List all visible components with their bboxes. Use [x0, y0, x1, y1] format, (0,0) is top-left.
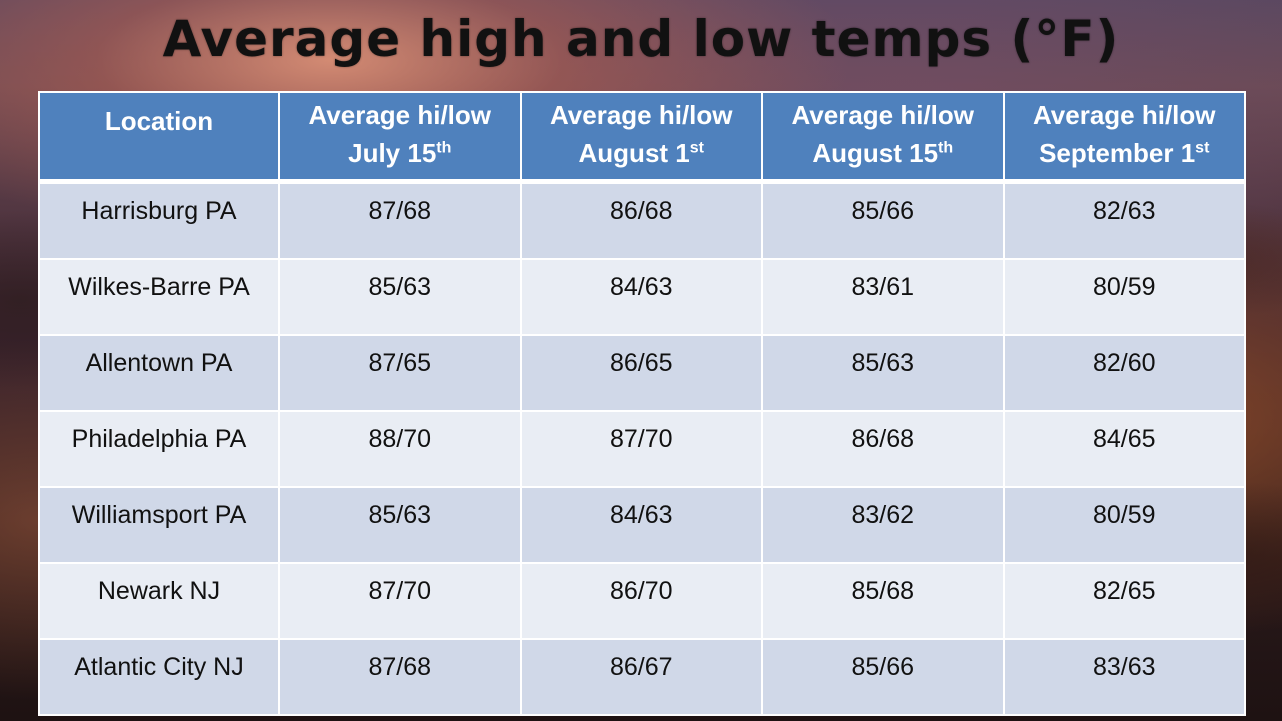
temperature-table-container: Location Average hi/low July 15th Averag…	[38, 91, 1246, 716]
temp-cell-jul15: 87/68	[278, 638, 522, 716]
location-cell: Philadelphia PA	[38, 410, 280, 488]
temp-cell-jul15: 85/63	[278, 258, 522, 336]
temp-cell-aug1: 86/70	[519, 562, 763, 640]
header-july15-suffix: th	[436, 139, 452, 157]
header-location-label: Location	[104, 106, 214, 136]
location-cell: Williamsport PA	[38, 486, 280, 564]
location-cell: Harrisburg PA	[38, 180, 280, 260]
temp-cell-aug1: 84/63	[519, 258, 763, 336]
table-row: Harrisburg PA 87/68 86/68 85/66 82/63	[38, 180, 1246, 260]
temp-cell-sep1: 80/59	[1002, 258, 1246, 336]
temp-cell-sep1: 84/65	[1002, 410, 1246, 488]
temp-cell-jul15: 87/70	[278, 562, 522, 640]
header-july15-line2: July 15	[348, 138, 437, 168]
temp-cell-sep1: 82/63	[1002, 180, 1246, 260]
header-aug15-line2: August 15	[812, 138, 939, 168]
location-cell: Wilkes-Barre PA	[38, 258, 280, 336]
table-header-row: Location Average hi/low July 15th Averag…	[38, 91, 1246, 183]
temp-cell-aug15: 85/63	[761, 334, 1005, 412]
location-cell: Atlantic City NJ	[38, 638, 280, 716]
header-july15-line1: Average hi/low	[308, 100, 492, 130]
temp-cell-jul15: 87/68	[278, 180, 522, 260]
temp-cell-sep1: 82/60	[1002, 334, 1246, 412]
header-july15: Average hi/low July 15th	[278, 91, 522, 183]
temp-cell-sep1: 80/59	[1002, 486, 1246, 564]
header-aug15-line1: Average hi/low	[791, 100, 975, 130]
temp-cell-aug1: 86/68	[519, 180, 763, 260]
header-aug15: Average hi/low August 15th	[761, 91, 1005, 183]
temp-cell-jul15: 87/65	[278, 334, 522, 412]
table-row: Wilkes-Barre PA 85/63 84/63 83/61 80/59	[38, 258, 1246, 336]
header-aug1-suffix: st	[689, 139, 704, 157]
temperature-table: Location Average hi/low July 15th Averag…	[38, 91, 1246, 716]
temp-cell-jul15: 85/63	[278, 486, 522, 564]
table-row: Newark NJ 87/70 86/70 85/68 82/65	[38, 562, 1246, 640]
temp-cell-aug15: 85/66	[761, 180, 1005, 260]
temp-cell-aug1: 87/70	[519, 410, 763, 488]
table-row: Atlantic City NJ 87/68 86/67 85/66 83/63	[38, 638, 1246, 716]
temp-cell-aug15: 86/68	[761, 410, 1005, 488]
header-location: Location	[38, 91, 280, 183]
temp-cell-aug15: 85/66	[761, 638, 1005, 716]
temp-cell-aug1: 86/67	[519, 638, 763, 716]
temp-cell-aug15: 85/68	[761, 562, 1005, 640]
temp-cell-aug15: 83/61	[761, 258, 1005, 336]
temp-cell-aug15: 83/62	[761, 486, 1005, 564]
table-row: Williamsport PA 85/63 84/63 83/62 80/59	[38, 486, 1246, 564]
slide-title: Average high and low temps (°F)	[162, 10, 1120, 68]
location-cell: Allentown PA	[38, 334, 280, 412]
header-aug1-line1: Average hi/low	[549, 100, 733, 130]
header-sep1-line2: September 1	[1039, 138, 1196, 168]
header-aug15-suffix: th	[938, 139, 954, 157]
header-aug1: Average hi/low August 1st	[519, 91, 763, 183]
header-sep1-suffix: st	[1195, 139, 1210, 157]
temp-cell-sep1: 83/63	[1002, 638, 1246, 716]
temp-cell-sep1: 82/65	[1002, 562, 1246, 640]
location-cell: Newark NJ	[38, 562, 280, 640]
temp-cell-jul15: 88/70	[278, 410, 522, 488]
header-aug1-line2: August 1	[578, 138, 690, 168]
header-sep1-line1: Average hi/low	[1032, 100, 1216, 130]
table-row: Allentown PA 87/65 86/65 85/63 82/60	[38, 334, 1246, 412]
temp-cell-aug1: 84/63	[519, 486, 763, 564]
table-row: Philadelphia PA 88/70 87/70 86/68 84/65	[38, 410, 1246, 488]
temp-cell-aug1: 86/65	[519, 334, 763, 412]
header-sep1: Average hi/low September 1st	[1002, 91, 1246, 183]
